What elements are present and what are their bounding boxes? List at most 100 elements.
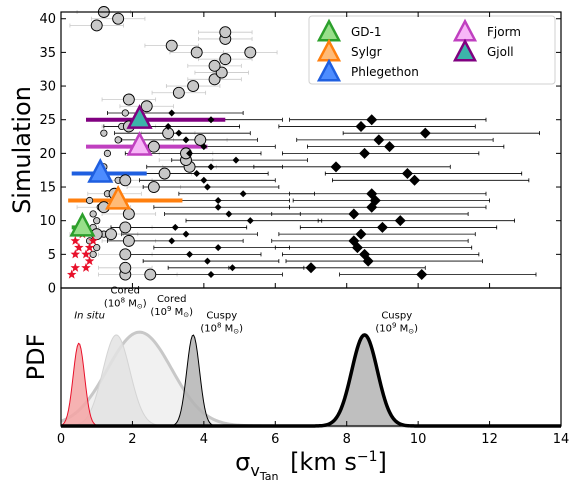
x-axis-title-exp: −1	[357, 449, 378, 465]
small-diamond-12	[239, 190, 247, 198]
xtick-label-6: 6	[271, 432, 279, 447]
diamond-point-1	[305, 262, 317, 274]
ytick-label-25: 25	[39, 113, 56, 128]
xtick-label-2: 2	[128, 432, 136, 447]
stream-marker-sylgr	[105, 184, 132, 210]
small-circle-13	[114, 136, 122, 144]
circle-point-18	[194, 133, 207, 146]
x-axis-title-close: ]	[377, 448, 386, 476]
annotation-3-mass: (108 M⊙)	[200, 321, 243, 335]
annotation-1-mass-close: )	[143, 299, 147, 310]
legend-label-phlegethon: Phlegethon	[351, 65, 419, 79]
x-axis-title: σvTan [km s−1]	[235, 448, 387, 483]
star-point-5	[81, 249, 91, 259]
diamond-point-5	[348, 235, 360, 247]
ytick-label-35: 35	[39, 46, 56, 61]
diamond-point-0	[416, 269, 428, 281]
x-axis-title-units: [km s	[282, 448, 356, 476]
annotation-4-mass-close: )	[414, 323, 418, 334]
diamond-point-6	[355, 228, 367, 240]
xtick-label-8: 8	[343, 432, 351, 447]
y-axis-title: Simulation	[8, 86, 36, 214]
circle-point-11	[147, 181, 160, 193]
pdf-fill-1	[61, 334, 561, 426]
annotation-2-mass-sun: ⊙	[183, 311, 189, 319]
star-point-3	[84, 256, 95, 266]
small-diamond-5	[168, 237, 176, 245]
circle-point-30	[165, 39, 178, 52]
diamond-point-13	[409, 174, 421, 186]
annotation-1-mass-exp: 8	[121, 297, 125, 305]
annotation-4-mass-unit: M	[396, 323, 408, 334]
circle-point-8	[122, 208, 135, 220]
diamond-point-8	[394, 215, 406, 227]
xtick-label-12: 12	[481, 432, 498, 447]
circle-point-35	[112, 12, 125, 25]
x-axis-title-sub: v	[250, 461, 259, 480]
ytick-label-5: 5	[48, 248, 56, 263]
annotation-1-mass-unit: M	[125, 299, 137, 310]
diamond-point-19	[419, 127, 431, 139]
diamond-point-16	[359, 147, 371, 159]
legend-box	[308, 15, 556, 85]
circle-point-23	[172, 86, 185, 99]
annotation-4-mass-sun: ⊙	[408, 327, 414, 335]
small-diamond-3	[186, 250, 194, 258]
legend: GD-1 Sylgr Phlegethon Fjorm Gjoll	[308, 15, 556, 85]
circle-point-2	[119, 261, 132, 274]
small-diamond-9	[225, 210, 233, 218]
annotation-4-mass: (109 M⊙)	[375, 321, 418, 335]
small-circle-14	[100, 129, 108, 137]
ytick-label-20: 20	[39, 147, 56, 162]
xtick-label-14: 14	[553, 432, 570, 447]
small-diamond-10	[214, 203, 222, 211]
xtick-label-0: 0	[57, 432, 65, 447]
small-diamond-11	[214, 196, 222, 204]
circle-point-22	[122, 93, 135, 106]
small-diamond-2	[203, 257, 211, 265]
star-point-8	[70, 235, 81, 245]
small-diamond-7	[171, 223, 179, 231]
small-circle-5	[93, 217, 101, 225]
annotation-3-mass-exp: 8	[217, 321, 221, 329]
annotation-1-mass-base: (10	[104, 299, 121, 310]
small-diamond-14	[200, 176, 208, 184]
circle-point-5	[105, 228, 117, 241]
circle-point-17	[147, 140, 160, 153]
annotation-2-mass-base: (10	[150, 307, 167, 318]
diamond-point-14	[401, 168, 413, 180]
circle-point-21	[140, 100, 153, 113]
x-axis-title-sigma: σ	[235, 448, 250, 476]
circle-point-7	[119, 221, 132, 234]
annotation-1-mass: (108 M⊙)	[104, 297, 147, 311]
circle-point-13	[158, 167, 171, 180]
annotation-3-mass-close: )	[239, 323, 243, 334]
annotation-3-title: Cuspy	[206, 310, 237, 321]
small-diamond-0	[207, 271, 215, 279]
small-circle-16	[121, 109, 129, 117]
ytick-label-15: 15	[39, 181, 56, 196]
diamond-point-7	[376, 221, 388, 233]
annotation-4-mass-exp: 9	[392, 321, 396, 329]
diamond-point-17	[384, 141, 396, 153]
diamond-point-3	[359, 248, 371, 260]
annotation-1-title: Cored	[111, 286, 141, 297]
small-circle-1	[93, 244, 101, 252]
star-point-4	[70, 249, 81, 259]
small-circle-12	[103, 149, 112, 157]
small-diamond-15	[193, 170, 201, 178]
annotation-2-title: Cored	[157, 294, 187, 305]
star-point-6	[74, 242, 84, 252]
diamond-point-18	[373, 134, 385, 146]
small-diamond-18	[186, 149, 194, 157]
annotation-3-mass-sun: ⊙	[233, 327, 239, 335]
star-point-0	[66, 269, 77, 279]
circle-point-34	[90, 19, 103, 32]
small-diamond-21	[175, 129, 183, 137]
annotation-2-mass-exp: 9	[167, 305, 171, 313]
diamond-point-15	[330, 161, 342, 173]
diamond-point-12	[366, 188, 378, 200]
stream-marker-fjorm	[126, 131, 153, 156]
small-circle-8	[85, 196, 94, 205]
